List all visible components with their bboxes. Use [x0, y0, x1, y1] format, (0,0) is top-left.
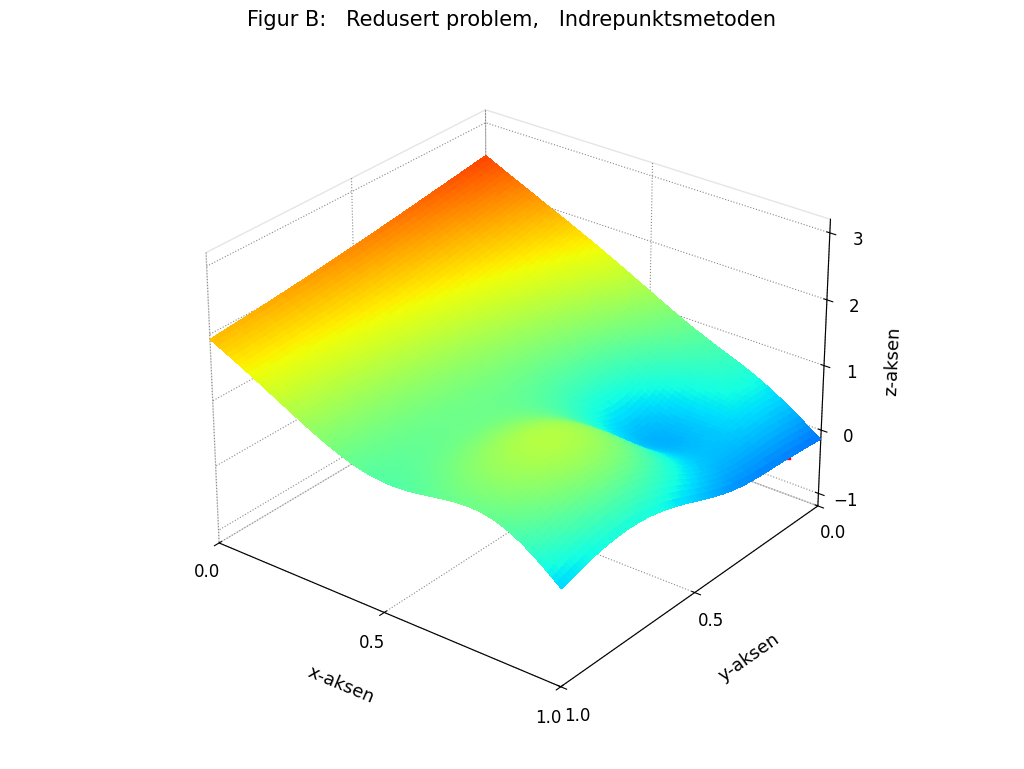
Y-axis label: y-aksen: y-aksen — [715, 631, 782, 685]
Title: Figur B:   Redusert problem,   Indrepunktsmetoden: Figur B: Redusert problem, Indrepunktsme… — [248, 10, 776, 30]
X-axis label: x-aksen: x-aksen — [305, 663, 377, 707]
